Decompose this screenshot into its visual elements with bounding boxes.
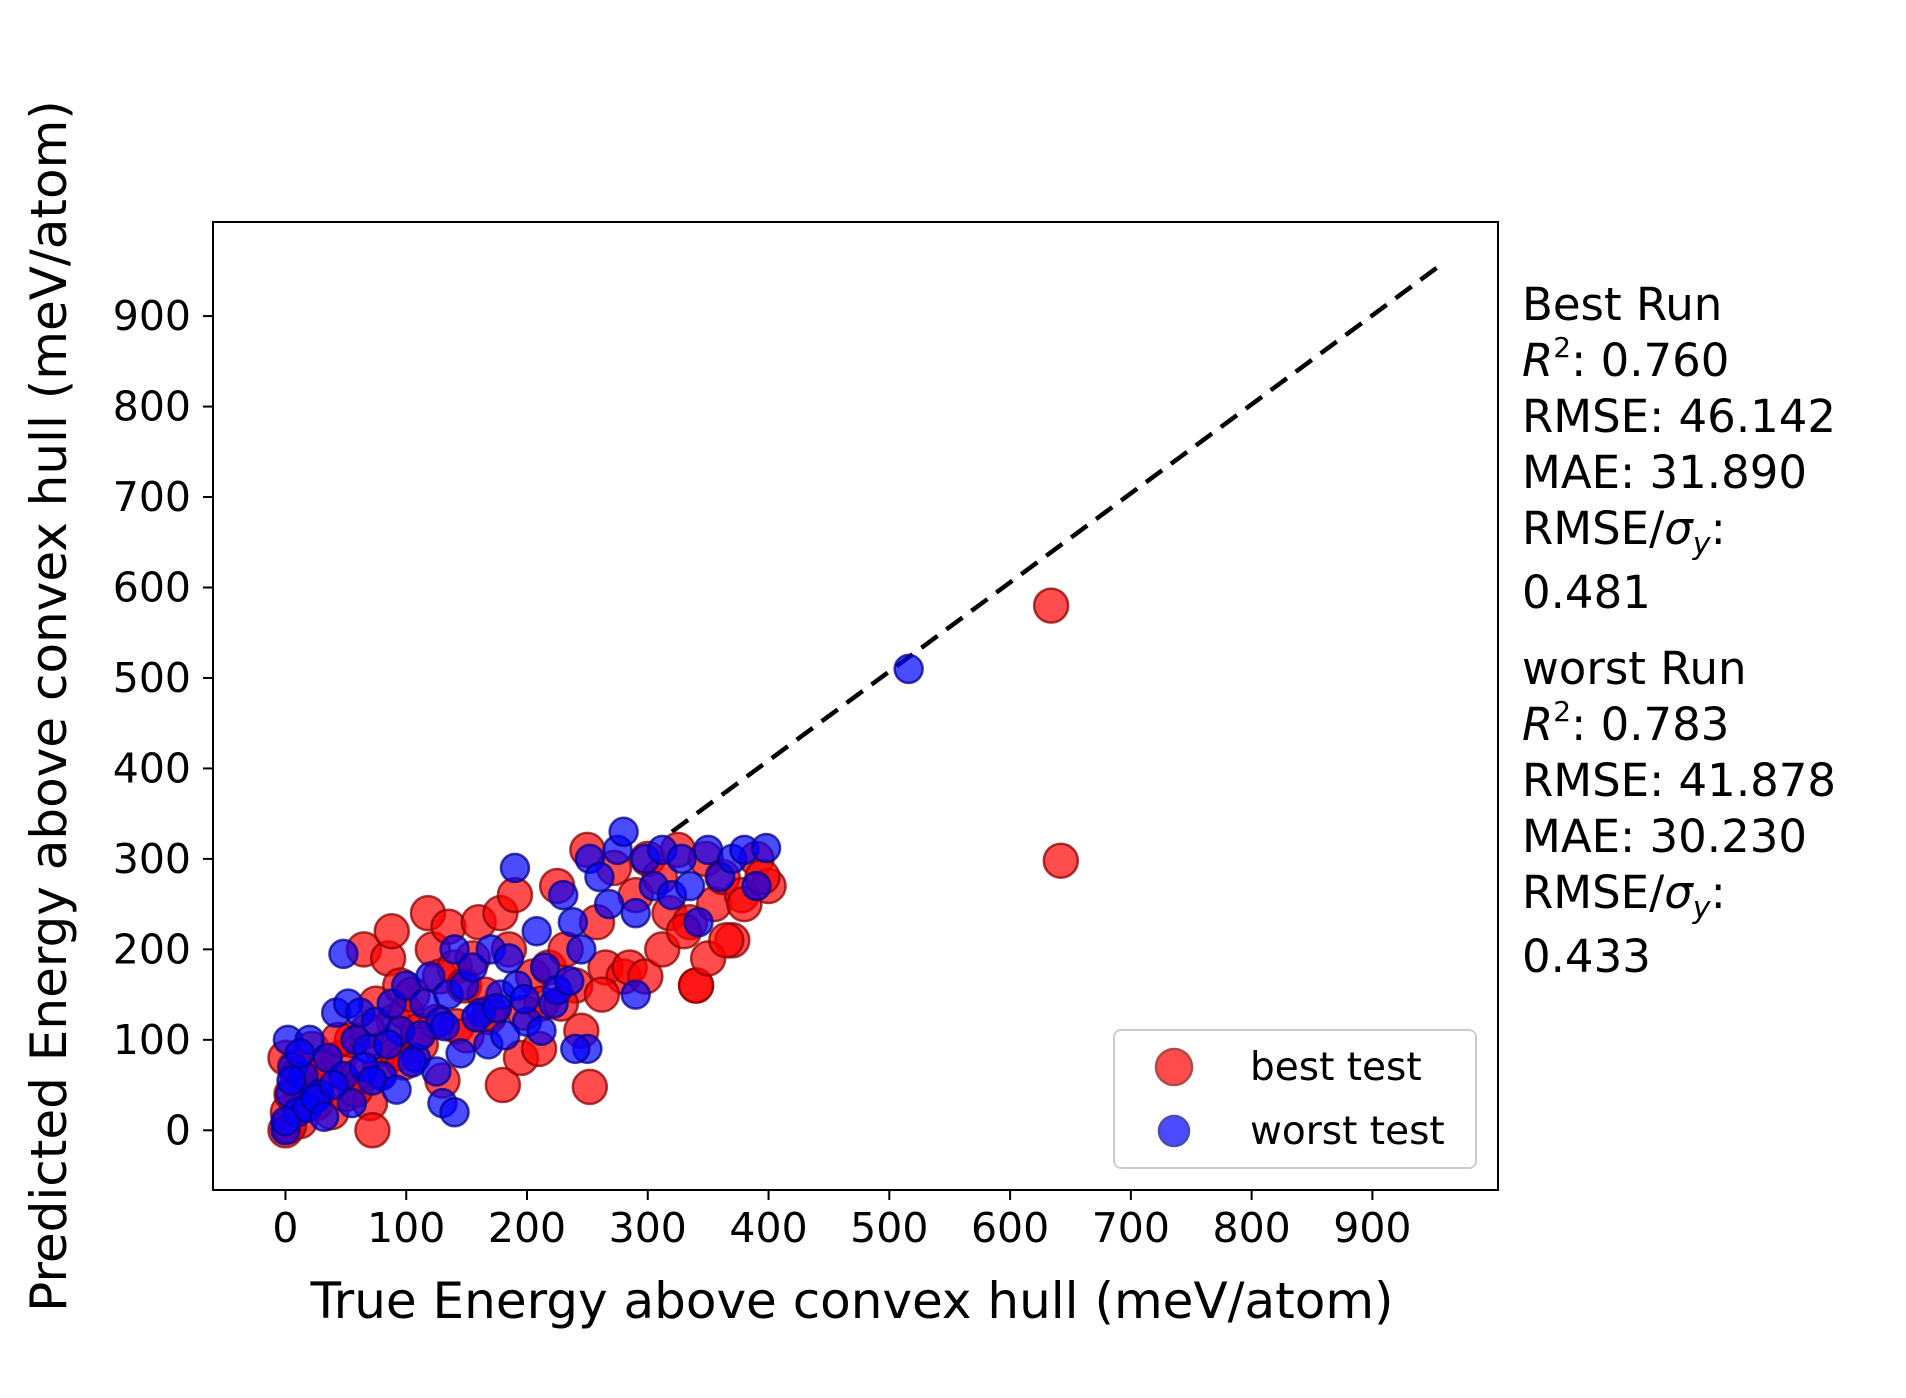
worst-test-point (509, 983, 540, 1015)
x-tick-label: 800 (1212, 1204, 1290, 1252)
worst-test-point (308, 1101, 340, 1132)
series-worst-test (270, 653, 924, 1146)
worst-test-point (526, 1015, 557, 1047)
best-run-rmse: RMSE: 46.142 (1522, 390, 1836, 443)
legend-marker-best (1154, 1047, 1194, 1087)
worst-run-rmse: RMSE: 41.878 (1522, 754, 1836, 807)
x-tick-label: 100 (367, 1204, 445, 1252)
y-tick-label: 800 (113, 383, 191, 431)
worst-test-point (457, 952, 488, 983)
best-run-rmse-sigma-label: RMSE/ (1522, 502, 1665, 555)
worst-test-point (593, 888, 625, 920)
best-test-point (354, 1112, 391, 1149)
y-axis-ticks: 0 100 200 300 400 500 600 700 800 900 (113, 292, 213, 1154)
worst-run-r2: R2: 0.783 (1522, 695, 1729, 751)
worst-run-mae: MAE: 30.230 (1522, 810, 1807, 863)
best-run-rmse-sigma-value: 0.481 (1522, 566, 1651, 619)
worst-test-point (560, 1033, 591, 1065)
worst-test-point (481, 992, 513, 1024)
legend-marker-worst (1157, 1114, 1191, 1148)
worst-test-point (318, 1069, 350, 1101)
worst-test-point (521, 916, 552, 947)
legend: best test worst test (1113, 1029, 1477, 1169)
worst-run-r2-value: : 0.783 (1571, 698, 1729, 751)
worst-test-point (421, 1056, 452, 1087)
worst-test-point (620, 897, 651, 929)
y-tick-label: 500 (113, 654, 191, 702)
worst-test-point (499, 852, 531, 884)
x-axis-title: True Energy above convex hull (meV/atom) (309, 1272, 1393, 1330)
worst-test-point (381, 1074, 412, 1105)
worst-test-point (328, 938, 359, 970)
worst-test-point (683, 906, 714, 938)
y-tick-label: 700 (113, 473, 191, 521)
worst-test-point (554, 965, 585, 997)
worst-test-point (493, 943, 525, 974)
y-tick-label: 600 (113, 563, 191, 611)
best-run-r2-value: : 0.760 (1571, 334, 1729, 387)
worst-test-point (429, 1011, 461, 1042)
best-run-mae: MAE: 31.890 (1522, 446, 1807, 499)
best-run-r2: R2: 0.760 (1522, 331, 1729, 387)
worst-run-title: worst Run (1522, 642, 1747, 695)
best-test-point (484, 1066, 522, 1104)
worst-test-point (445, 1038, 476, 1069)
y-tick-label: 100 (113, 1016, 191, 1064)
worst-test-point (750, 832, 782, 864)
legend-label-worst: worst test (1250, 1109, 1445, 1154)
y-tick-label: 200 (113, 925, 191, 973)
worst-test-point (566, 934, 597, 965)
worst-run-rmse-sigma: RMSE/σy: (1522, 866, 1726, 926)
best-test-point (708, 922, 745, 959)
legend-box (1113, 1029, 1477, 1169)
best-test-point (583, 976, 621, 1013)
worst-test-point (490, 1020, 521, 1051)
x-tick-label: 700 (1092, 1204, 1170, 1252)
best-test-point (1042, 842, 1080, 879)
y-axis-title: Predicted Energy above convex hull (meV/… (20, 100, 78, 1312)
worst-test-point (584, 861, 615, 893)
worst-run-rmse-sigma-value: 0.433 (1522, 930, 1651, 983)
worst-test-point (284, 1038, 316, 1069)
worst-test-point (893, 653, 924, 685)
stats-annotation: Best Run R2: 0.760 RMSE: 46.142 MAE: 31.… (1522, 278, 1836, 983)
worst-test-point (608, 816, 639, 847)
legend-label-best: best test (1250, 1045, 1422, 1090)
x-tick-label: 0 (272, 1204, 298, 1252)
best-test-point (571, 1068, 609, 1106)
x-axis-ticks: 0 100 200 300 400 500 600 700 800 900 (272, 1190, 1412, 1252)
y-tick-label: 0 (165, 1106, 191, 1154)
best-test-point (1032, 587, 1070, 624)
y-tick-label: 400 (113, 744, 191, 792)
identity-reference-line (670, 264, 1441, 834)
worst-test-point (547, 879, 579, 911)
worst-test-point (270, 1105, 301, 1137)
worst-test-point (620, 979, 651, 1010)
x-tick-label: 200 (488, 1204, 566, 1252)
worst-test-point (557, 906, 589, 938)
plot-frame (212, 221, 1499, 1191)
x-tick-label: 400 (729, 1204, 807, 1252)
best-run-title: Best Run (1522, 278, 1722, 331)
worst-test-point (276, 1065, 307, 1096)
worst-test-point (415, 961, 446, 992)
worst-test-point (666, 843, 697, 875)
worst-test-point (439, 1096, 470, 1128)
y-tick-label: 300 (113, 835, 191, 883)
worst-test-point (336, 1087, 368, 1119)
x-tick-label: 300 (609, 1204, 687, 1252)
worst-run-rmse-sigma-label: RMSE/ (1522, 866, 1665, 919)
worst-test-point (372, 1029, 404, 1060)
worst-test-point (741, 870, 772, 902)
y-tick-label: 900 (113, 292, 191, 340)
best-test-point (373, 913, 410, 950)
x-tick-label: 500 (850, 1204, 928, 1252)
x-tick-label: 900 (1333, 1204, 1411, 1252)
worst-test-point (674, 870, 706, 902)
x-tick-label: 600 (971, 1204, 1049, 1252)
best-run-rmse-sigma: RMSE/σy: (1522, 502, 1726, 562)
worst-test-point (439, 934, 470, 965)
